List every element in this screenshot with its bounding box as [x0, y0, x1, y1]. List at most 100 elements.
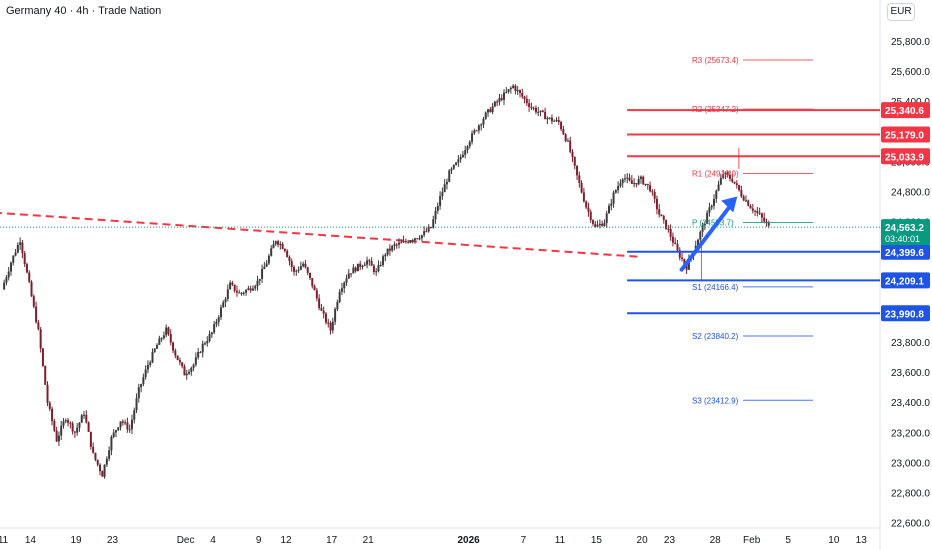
candle — [336, 299, 339, 312]
y-tick-label: 23,200.0 — [891, 428, 930, 439]
candle — [706, 210, 709, 225]
candle-body — [573, 156, 576, 166]
candle-body — [338, 291, 341, 302]
candle — [523, 95, 526, 104]
candle — [130, 414, 133, 434]
currency-button[interactable]: EUR — [887, 3, 915, 21]
candle-body — [733, 181, 736, 184]
candle — [19, 237, 22, 251]
candle — [32, 294, 35, 309]
candle-body — [503, 92, 506, 100]
candle-body — [288, 257, 291, 262]
candle — [589, 209, 592, 223]
candle-body — [101, 471, 104, 477]
candle — [539, 110, 542, 117]
candle — [605, 210, 608, 229]
candle — [434, 207, 437, 224]
candle — [35, 301, 38, 324]
candle-body — [156, 344, 159, 349]
candle — [110, 435, 113, 456]
candle — [471, 130, 474, 145]
candle-body — [434, 210, 437, 220]
candle-body — [185, 373, 188, 376]
candle-body — [96, 459, 99, 465]
candle — [331, 317, 334, 334]
candle — [192, 363, 195, 372]
candle — [468, 140, 471, 149]
candle — [62, 418, 65, 429]
candle-body — [471, 133, 474, 142]
candle-body — [505, 91, 508, 93]
candle-body — [487, 109, 490, 113]
x-tick-label: 7 — [521, 535, 527, 546]
candle-body — [379, 264, 382, 266]
candle-body — [254, 286, 257, 289]
candle-body — [151, 351, 154, 363]
candle — [249, 285, 252, 293]
support-tag — [881, 243, 930, 260]
candle-body — [322, 310, 325, 314]
resistance-tag-label: 25,340.6 — [885, 106, 924, 117]
candle-body — [544, 111, 547, 120]
pivot-label-r1: R1 (24919.9) — [692, 169, 739, 178]
candle-body — [167, 327, 170, 334]
candle-body — [19, 242, 22, 245]
candle-body — [149, 362, 152, 365]
candle-body — [395, 244, 398, 246]
candle — [124, 419, 127, 426]
candle — [14, 249, 17, 257]
candle — [156, 343, 159, 349]
candle-body — [498, 98, 501, 102]
candle — [521, 88, 524, 99]
candle-body — [238, 292, 241, 294]
candle-body — [436, 205, 439, 211]
candle — [644, 183, 647, 187]
candle — [623, 174, 626, 183]
candle-body — [455, 162, 458, 165]
pivot-label-p: P (24593.7) — [692, 219, 734, 228]
candle-body — [233, 284, 236, 291]
candle-body — [409, 240, 412, 243]
candle — [477, 124, 480, 134]
candle-body — [224, 299, 227, 303]
candle — [722, 169, 725, 180]
candle-body — [468, 141, 471, 147]
candle — [9, 261, 12, 276]
candle-body — [331, 321, 334, 331]
candle — [719, 173, 722, 186]
candle — [441, 187, 444, 200]
candle-body — [525, 98, 528, 104]
candle — [653, 189, 656, 204]
candle-body — [398, 242, 401, 245]
candle — [233, 284, 236, 293]
candle — [555, 117, 558, 123]
candle — [671, 232, 674, 247]
candle-body — [623, 178, 626, 180]
candle — [708, 202, 711, 217]
candle — [724, 171, 727, 180]
time-axis[interactable]: 11 14 19 23 Dec 4 9 12 17 21 2026 7 11 15 20 23 28 Feb 5 10… — [0, 535, 867, 546]
candle-body — [429, 227, 432, 229]
candle — [213, 320, 216, 335]
candle-body — [219, 307, 222, 318]
candle — [53, 418, 56, 433]
candle-body — [637, 178, 640, 185]
candle-body — [719, 177, 722, 185]
candle-body — [509, 87, 512, 90]
candle — [114, 429, 117, 438]
candle-body — [760, 213, 763, 218]
candle — [534, 105, 537, 115]
candle — [498, 93, 501, 106]
candle — [655, 195, 658, 215]
candle — [267, 253, 270, 265]
candle — [500, 94, 503, 102]
candle — [295, 269, 298, 276]
candle — [630, 175, 633, 185]
candle — [204, 341, 207, 346]
candle — [402, 235, 405, 243]
candle — [754, 209, 757, 216]
candle-body — [217, 317, 220, 322]
candle-body — [334, 309, 337, 322]
candle — [658, 204, 661, 218]
